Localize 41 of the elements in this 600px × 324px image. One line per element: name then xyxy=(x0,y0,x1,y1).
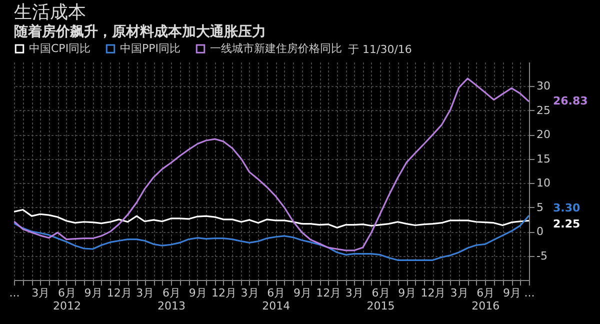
legend-label: 中国CPI同比 xyxy=(29,42,91,55)
chart-title: 生活成本 xyxy=(14,2,86,23)
text: 于 11/30/16 xyxy=(348,42,412,57)
x-tick-label: 9月 xyxy=(294,286,312,300)
annotation: 2.25 xyxy=(553,218,580,231)
x-tick-label: 6月 2016 xyxy=(472,286,500,312)
legend-label: 中国PPI同比 xyxy=(120,42,181,55)
x-tick-label: 3月 xyxy=(32,286,50,300)
x-tick-label: 9月 xyxy=(503,286,522,300)
x-tick-label: 12月 xyxy=(420,286,446,300)
y-tick-label: 10 xyxy=(536,176,550,190)
x-tick-label: ... xyxy=(9,286,20,300)
y-tick-label: 15 xyxy=(536,152,550,166)
x-tick-label: 12月 xyxy=(106,286,132,300)
legend-label: 一线城市新建住房价格同比 xyxy=(210,42,342,55)
annotation: 3.30 xyxy=(553,202,580,215)
x-tick-label: 6月 2013 xyxy=(158,286,186,312)
line-series xyxy=(14,208,529,228)
x-tick-label: 3月 xyxy=(450,286,468,300)
x-tick-label: 3月 xyxy=(240,286,259,300)
x-tick-label: 9月 xyxy=(398,286,416,300)
x-tick-label: 6月 2014 xyxy=(262,286,290,312)
y-tick-label: 5 xyxy=(536,200,544,214)
chart-subtitle: 随着房价飙升，原材料成本加大通胀压力 xyxy=(14,23,266,40)
x-tick-label: 12月 xyxy=(211,286,236,300)
x-tick-label: 6月 2012 xyxy=(52,286,81,312)
line-series xyxy=(14,78,529,252)
y-tick-label: 25 xyxy=(536,104,550,117)
x-tick-label: 3月 xyxy=(136,286,154,300)
x-tick-label: 3月 xyxy=(345,286,364,300)
annotation: 26.83 xyxy=(553,94,588,108)
x-tick-label: 6月 2015 xyxy=(366,286,395,312)
x-tick-label: 9月 xyxy=(188,286,207,300)
x-tick-label: ... xyxy=(524,286,535,300)
x-tick-label: 9月 xyxy=(84,286,102,300)
x-tick-label: 12月 xyxy=(316,286,342,300)
line-series xyxy=(14,214,529,261)
y-tick-label: -5 xyxy=(536,249,548,262)
y-tick-label: 30 xyxy=(536,80,550,93)
y-tick-label: 0 xyxy=(536,225,544,238)
y-tick-label: 20 xyxy=(536,128,550,142)
